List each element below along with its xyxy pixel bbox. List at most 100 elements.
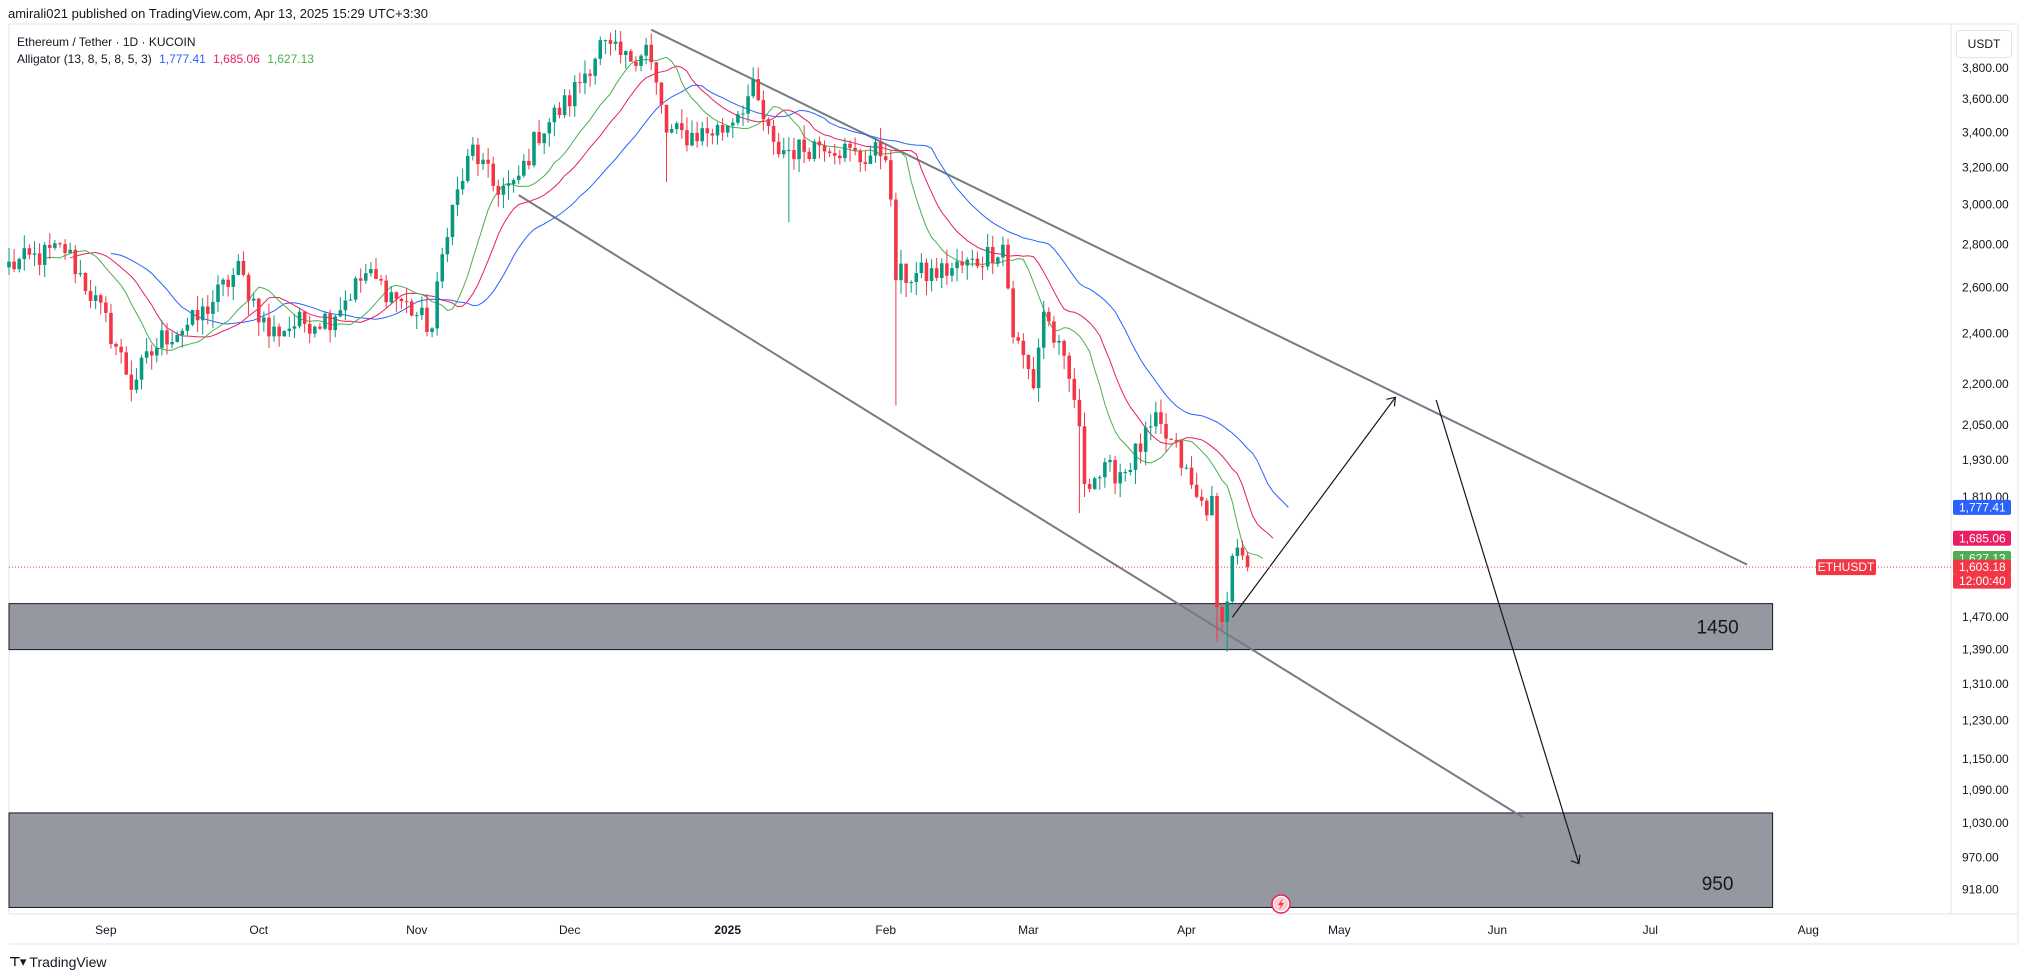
candle-body bbox=[654, 62, 659, 83]
candle bbox=[1245, 551, 1250, 572]
candle-body bbox=[761, 100, 766, 120]
candle-body bbox=[481, 159, 485, 165]
price-tick-label: 1,390.00 bbox=[1962, 643, 2009, 657]
candle-body bbox=[170, 341, 174, 345]
candle bbox=[1220, 603, 1224, 630]
candle bbox=[751, 67, 755, 99]
currency-selector[interactable]: USDT bbox=[1956, 30, 2012, 58]
candle bbox=[88, 279, 93, 309]
candle-body bbox=[1189, 467, 1194, 485]
candle-body bbox=[863, 162, 868, 164]
candle bbox=[12, 248, 16, 273]
candle-body bbox=[1082, 426, 1087, 485]
candle-body bbox=[22, 248, 27, 260]
candle-body bbox=[960, 261, 964, 266]
candle bbox=[547, 117, 552, 147]
candle-body bbox=[1113, 460, 1117, 484]
candle-body bbox=[414, 315, 419, 317]
candle bbox=[190, 309, 195, 327]
published-by-text: amirali021 published on TradingView.com,… bbox=[8, 6, 428, 21]
candle bbox=[868, 145, 873, 165]
candle bbox=[919, 253, 924, 279]
candle-body bbox=[17, 259, 21, 270]
price-tag-text: 1,685.06 bbox=[1959, 531, 2006, 545]
candle bbox=[486, 148, 490, 178]
candle bbox=[216, 275, 220, 312]
candle-body bbox=[1103, 462, 1107, 478]
candle-body bbox=[674, 123, 679, 130]
candle-body bbox=[1077, 399, 1082, 427]
candle-body bbox=[516, 175, 521, 181]
candle-body bbox=[843, 143, 847, 159]
candle-body bbox=[644, 44, 648, 56]
candle bbox=[771, 120, 776, 155]
candle bbox=[557, 102, 562, 119]
projection-up-arrowhead bbox=[1386, 396, 1397, 407]
candle bbox=[705, 116, 710, 147]
candle bbox=[634, 56, 638, 72]
candle bbox=[629, 48, 633, 62]
candle-body bbox=[430, 328, 434, 332]
candle-body bbox=[537, 132, 541, 144]
candle-body bbox=[664, 104, 669, 133]
candle bbox=[435, 272, 439, 336]
time-axis[interactable]: Sep Oct Nov Dec 2025 Feb Mar Apr May Jun Jul Aug bbox=[95, 923, 1819, 937]
candle bbox=[134, 368, 139, 394]
candle bbox=[302, 310, 307, 333]
candle bbox=[761, 90, 766, 131]
candle-body bbox=[251, 298, 256, 301]
candle bbox=[313, 325, 317, 338]
candle bbox=[674, 121, 679, 134]
candle bbox=[211, 290, 215, 329]
candle bbox=[807, 147, 812, 162]
projection-down-line bbox=[1435, 399, 1580, 864]
price-tick-label: 1,930.00 bbox=[1962, 453, 2009, 467]
candle bbox=[348, 293, 353, 301]
candle-body bbox=[206, 306, 210, 314]
price-tag bbox=[1953, 573, 2011, 589]
candle bbox=[817, 136, 822, 159]
candle-body bbox=[878, 142, 883, 157]
candle bbox=[929, 259, 934, 292]
candle bbox=[37, 243, 42, 276]
candle-body bbox=[236, 260, 241, 275]
price-axis[interactable]: 3,800.00 3,600.00 3,400.00 3,200.00 3,000.00… bbox=[1953, 61, 2011, 897]
candle-body bbox=[725, 125, 730, 133]
candle-body bbox=[781, 150, 786, 155]
candle-body bbox=[1210, 495, 1214, 516]
candle bbox=[175, 331, 179, 343]
price-tick-label: 3,800.00 bbox=[1962, 61, 2009, 75]
candle bbox=[160, 320, 164, 356]
candle bbox=[680, 109, 684, 139]
candle-body bbox=[1225, 601, 1229, 622]
candle-body bbox=[588, 73, 592, 76]
candle-body bbox=[175, 335, 179, 342]
indicator-row[interactable]: Alligator (13, 8, 5, 8, 5, 3) 1,777.41 1… bbox=[17, 51, 314, 68]
candle bbox=[63, 239, 67, 260]
time-tick-label: Dec bbox=[559, 923, 580, 937]
price-tick-label: 1,030.00 bbox=[1962, 816, 2009, 830]
candle bbox=[649, 33, 654, 71]
candle bbox=[1210, 485, 1214, 516]
candle bbox=[522, 154, 526, 178]
candle-body bbox=[1016, 337, 1021, 341]
tradingview-logo[interactable]: ⊤▾ TradingView bbox=[9, 954, 106, 970]
candle-body bbox=[287, 328, 292, 332]
candle-body bbox=[838, 155, 842, 159]
candle-body bbox=[980, 266, 985, 268]
candle bbox=[287, 316, 292, 338]
candle bbox=[970, 249, 975, 267]
price-tick-label: 2,200.00 bbox=[1962, 377, 2009, 391]
candle bbox=[58, 242, 62, 248]
candle-body bbox=[297, 311, 302, 327]
candle bbox=[1154, 401, 1158, 435]
lightning-event-icon[interactable] bbox=[1271, 894, 1291, 914]
candle bbox=[567, 89, 572, 117]
candle bbox=[996, 256, 1000, 268]
projection-layer bbox=[1231, 396, 1581, 865]
time-tick-label: May bbox=[1328, 923, 1351, 937]
candle bbox=[827, 148, 832, 158]
candle bbox=[17, 257, 21, 273]
candle-body bbox=[894, 199, 898, 281]
